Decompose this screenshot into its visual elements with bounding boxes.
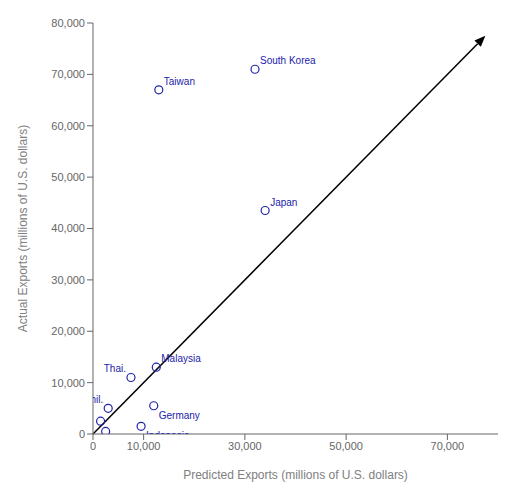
svg-text:Germany: Germany <box>159 410 200 421</box>
svg-text:50,000: 50,000 <box>51 171 85 183</box>
svg-text:Indonesia: Indonesia <box>146 430 190 434</box>
svg-text:70,000: 70,000 <box>431 440 465 452</box>
svg-text:Phil.: Phil. <box>93 394 103 405</box>
svg-text:30,000: 30,000 <box>51 274 85 286</box>
svg-text:10,000: 10,000 <box>51 377 85 389</box>
svg-text:Predicted Exports (millions of: Predicted Exports (millions of U.S. doll… <box>183 468 408 482</box>
svg-text:70,000: 70,000 <box>51 68 85 80</box>
svg-text:Japan: Japan <box>270 197 297 208</box>
svg-text:Malaysia: Malaysia <box>161 353 201 364</box>
svg-text:80,000: 80,000 <box>51 17 85 29</box>
svg-text:20,000: 20,000 <box>51 325 85 337</box>
svg-text:0: 0 <box>90 440 96 452</box>
svg-text:40,000: 40,000 <box>51 222 85 234</box>
svg-text:Taiwan: Taiwan <box>164 76 195 87</box>
svg-text:0: 0 <box>79 428 85 440</box>
svg-text:60,000: 60,000 <box>51 120 85 132</box>
svg-text:30,000: 30,000 <box>228 440 262 452</box>
svg-text:South Korea: South Korea <box>260 55 316 66</box>
svg-text:50,000: 50,000 <box>329 440 363 452</box>
svg-text:Thai.: Thai. <box>104 363 126 374</box>
svg-text:Actual Exports (millions of U.: Actual Exports (millions of U.S. dollars… <box>16 125 30 332</box>
svg-text:10,000: 10,000 <box>127 440 161 452</box>
